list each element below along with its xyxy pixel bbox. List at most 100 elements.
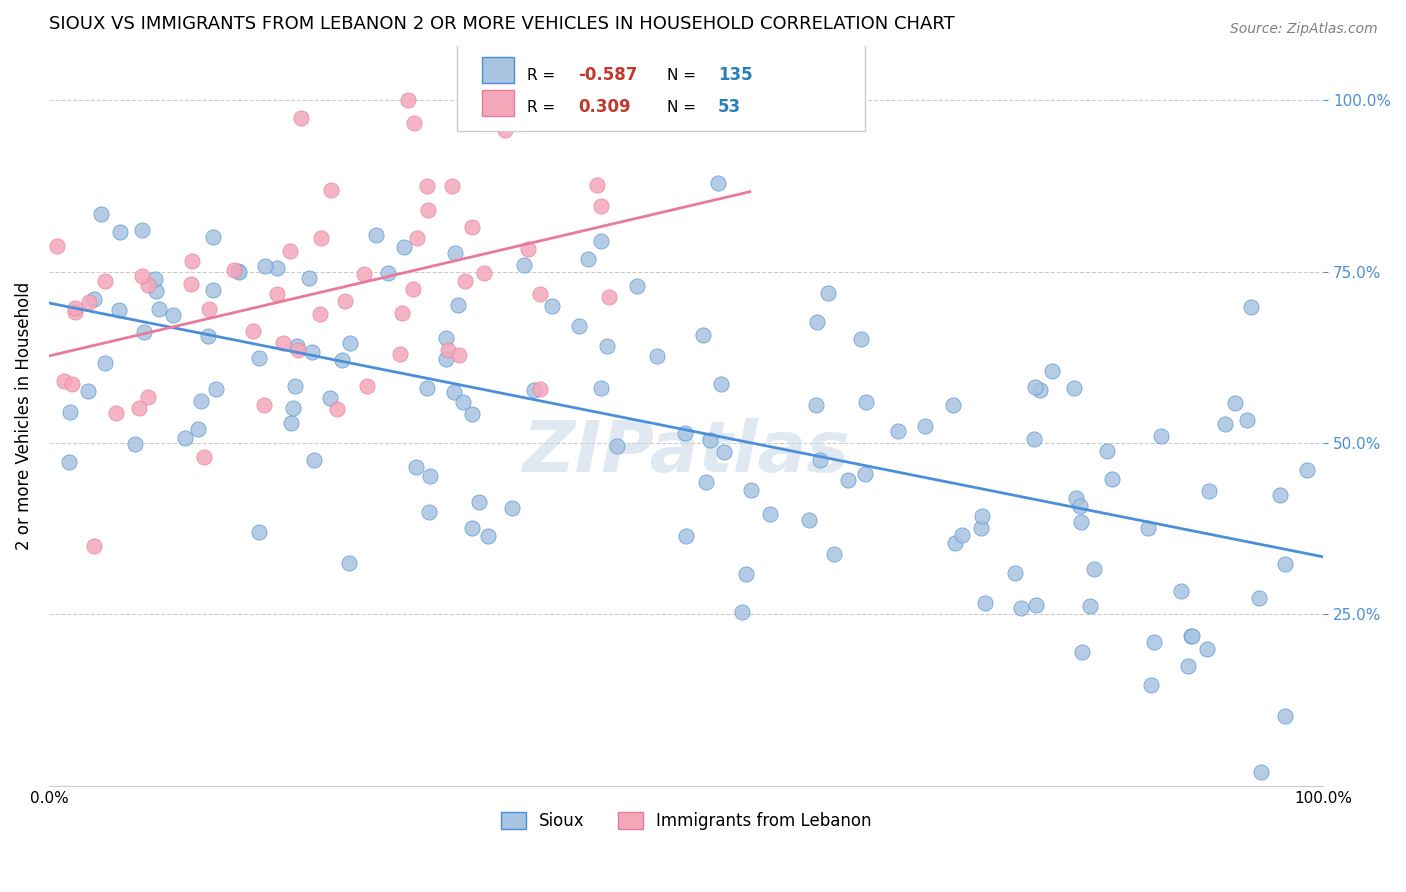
Sioux bbox=[1095, 444, 1118, 458]
Sioux bbox=[266, 261, 288, 276]
Sioux bbox=[541, 299, 564, 313]
Sioux bbox=[405, 460, 427, 475]
Immigrants from Lebanon bbox=[309, 307, 332, 321]
Sioux bbox=[416, 381, 439, 395]
Immigrants from Lebanon bbox=[131, 268, 153, 283]
Sioux bbox=[1181, 629, 1204, 643]
Sioux bbox=[302, 453, 325, 467]
Immigrants from Lebanon bbox=[585, 178, 607, 193]
Sioux bbox=[339, 336, 361, 351]
Sioux bbox=[76, 384, 98, 398]
Sioux bbox=[731, 605, 754, 619]
Sioux bbox=[1223, 396, 1246, 410]
Immigrants from Lebanon bbox=[441, 179, 464, 194]
Sioux bbox=[1177, 658, 1199, 673]
Sioux bbox=[699, 433, 721, 447]
Sioux bbox=[1180, 630, 1202, 644]
Immigrants from Lebanon bbox=[472, 266, 495, 280]
Immigrants from Lebanon bbox=[273, 336, 295, 351]
Text: R =: R = bbox=[527, 100, 560, 114]
Immigrants from Lebanon bbox=[494, 122, 516, 136]
Sioux bbox=[281, 401, 304, 415]
Sioux bbox=[513, 258, 536, 272]
Immigrants from Lebanon bbox=[416, 202, 439, 217]
Sioux bbox=[675, 529, 697, 543]
Sioux bbox=[595, 339, 617, 353]
Sioux bbox=[855, 395, 877, 409]
Immigrants from Lebanon bbox=[388, 347, 411, 361]
Immigrants from Lebanon bbox=[83, 539, 105, 553]
Sioux bbox=[461, 520, 484, 534]
Sioux bbox=[591, 234, 613, 248]
Text: N =: N = bbox=[666, 100, 700, 114]
Sioux bbox=[145, 284, 167, 298]
Sioux bbox=[1004, 566, 1026, 581]
Sioux bbox=[187, 422, 209, 436]
Sioux bbox=[1250, 765, 1272, 780]
Sioux bbox=[1150, 428, 1173, 442]
Immigrants from Lebanon bbox=[356, 379, 378, 393]
Text: 53: 53 bbox=[718, 98, 741, 116]
Text: Source: ZipAtlas.com: Source: ZipAtlas.com bbox=[1230, 22, 1378, 37]
Immigrants from Lebanon bbox=[253, 398, 276, 412]
Text: 0.309: 0.309 bbox=[578, 98, 630, 116]
Sioux bbox=[318, 391, 340, 405]
Sioux bbox=[1295, 463, 1317, 477]
Sioux bbox=[710, 377, 733, 392]
Immigrants from Lebanon bbox=[46, 239, 69, 253]
Sioux bbox=[501, 501, 523, 516]
Sioux bbox=[1247, 591, 1270, 605]
Sioux bbox=[143, 272, 166, 286]
Sioux bbox=[1064, 491, 1087, 505]
Sioux bbox=[1236, 413, 1258, 427]
Sioux bbox=[1080, 599, 1102, 614]
Immigrants from Lebanon bbox=[224, 263, 246, 277]
Sioux bbox=[1025, 598, 1047, 612]
Sioux bbox=[503, 114, 526, 128]
Sioux bbox=[806, 315, 828, 329]
Immigrants from Lebanon bbox=[181, 253, 204, 268]
Sioux bbox=[190, 393, 212, 408]
Sioux bbox=[94, 356, 117, 370]
Immigrants from Lebanon bbox=[589, 199, 612, 213]
Sioux bbox=[626, 278, 648, 293]
Immigrants from Lebanon bbox=[447, 348, 470, 362]
Immigrants from Lebanon bbox=[266, 286, 288, 301]
Sioux bbox=[942, 398, 965, 412]
Immigrants from Lebanon bbox=[333, 293, 356, 308]
Immigrants from Lebanon bbox=[242, 325, 264, 339]
Sioux bbox=[950, 528, 973, 542]
Sioux bbox=[1274, 708, 1296, 723]
Sioux bbox=[823, 548, 845, 562]
Immigrants from Lebanon bbox=[396, 94, 419, 108]
Sioux bbox=[849, 332, 872, 346]
Immigrants from Lebanon bbox=[198, 301, 221, 316]
Text: 135: 135 bbox=[718, 66, 752, 84]
Immigrants from Lebanon bbox=[65, 305, 87, 319]
Sioux bbox=[148, 302, 170, 317]
Immigrants from Lebanon bbox=[79, 295, 101, 310]
Sioux bbox=[1170, 584, 1192, 599]
Sioux bbox=[523, 383, 546, 397]
Immigrants from Lebanon bbox=[437, 343, 460, 358]
Immigrants from Lebanon bbox=[309, 231, 332, 245]
Bar bbox=[482, 57, 515, 83]
Sioux bbox=[1143, 635, 1166, 649]
Text: N =: N = bbox=[666, 68, 700, 83]
Immigrants from Lebanon bbox=[391, 306, 413, 320]
Immigrants from Lebanon bbox=[326, 401, 349, 416]
Immigrants from Lebanon bbox=[461, 219, 484, 234]
Immigrants from Lebanon bbox=[598, 290, 620, 304]
Sioux bbox=[740, 483, 762, 498]
Sioux bbox=[1028, 383, 1050, 397]
Immigrants from Lebanon bbox=[63, 301, 86, 315]
Sioux bbox=[1136, 521, 1159, 535]
Sioux bbox=[444, 246, 467, 260]
Sioux bbox=[1070, 516, 1092, 530]
Immigrants from Lebanon bbox=[454, 274, 477, 288]
Immigrants from Lebanon bbox=[529, 382, 551, 396]
Sioux bbox=[943, 536, 966, 550]
Sioux bbox=[247, 351, 270, 366]
Sioux bbox=[1069, 499, 1091, 513]
Text: SIOUX VS IMMIGRANTS FROM LEBANON 2 OR MORE VEHICLES IN HOUSEHOLD CORRELATION CHA: SIOUX VS IMMIGRANTS FROM LEBANON 2 OR MO… bbox=[49, 15, 955, 33]
